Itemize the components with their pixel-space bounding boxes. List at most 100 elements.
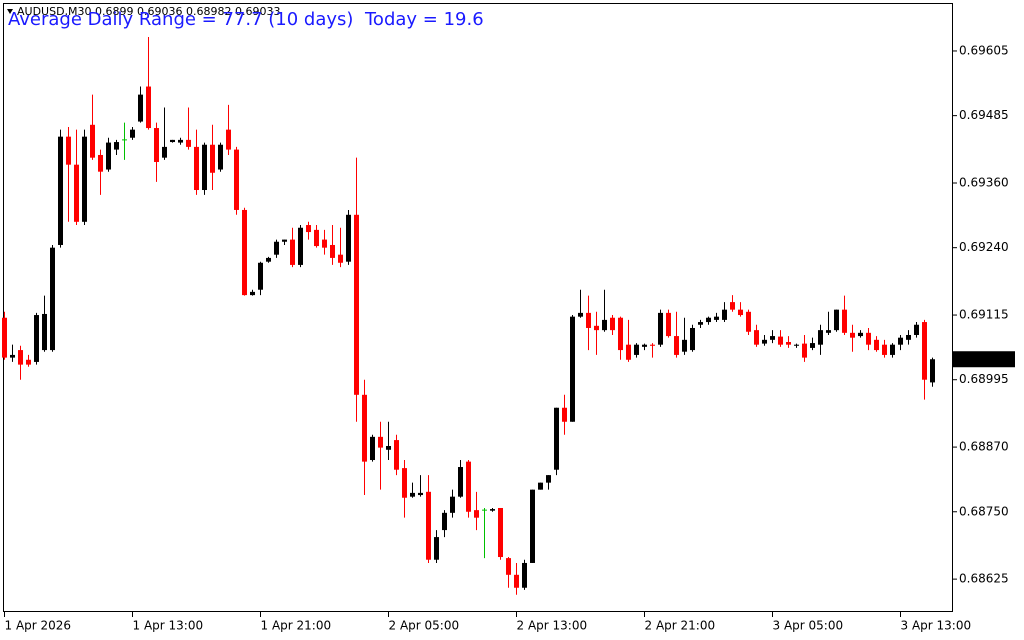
y-tick-label: 0.69360 [959, 176, 1009, 190]
symbol: AUDUSD,M30 [17, 5, 92, 18]
candle-body [138, 94, 143, 122]
candle-body [738, 309, 743, 316]
candle-body [594, 325, 599, 331]
ohlc-open: 0.6899 [95, 5, 134, 18]
candle-body [98, 154, 103, 172]
candle-body [290, 239, 295, 265]
current-price-label: 0.69033 [957, 352, 1007, 366]
candle-body [34, 315, 39, 362]
candle-body [210, 144, 215, 173]
candle-body [426, 491, 431, 560]
candle-body [570, 316, 575, 422]
x-tick-label: 1 Apr 13:00 [133, 619, 204, 633]
candle-body [714, 316, 719, 320]
ohlc-close: 0.69033 [235, 5, 281, 18]
x-tick-label: 3 Apr 05:00 [773, 619, 844, 633]
candle-body [226, 129, 231, 150]
candle-body [82, 136, 87, 222]
candle-body [642, 344, 647, 347]
candle-body [634, 344, 639, 355]
candle-body [90, 124, 95, 158]
candle-body [850, 332, 855, 338]
candle-body [218, 144, 223, 170]
candle-body [146, 86, 151, 129]
annotation: Today = 19.6 [364, 9, 484, 30]
candle-body [298, 227, 303, 265]
candle-body [802, 343, 807, 358]
candle-body [930, 359, 935, 383]
candle-body [858, 332, 863, 337]
y-tick-label: 0.68750 [959, 504, 1009, 518]
candle-body [794, 344, 799, 346]
price-box [953, 351, 1015, 368]
y-tick-label: 0.69605 [959, 43, 1009, 57]
candle-body [386, 446, 391, 450]
candle-body [66, 136, 71, 165]
candle-body [58, 136, 63, 245]
candle-body [370, 436, 375, 461]
x-tick-label: 2 Apr 21:00 [645, 619, 716, 633]
x-tick-label: 2 Apr 05:00 [389, 619, 460, 633]
candle-body [682, 339, 687, 352]
x-tick-label: 2 Apr 13:00 [517, 619, 588, 633]
candle-body [898, 337, 903, 345]
candle-body [882, 344, 887, 355]
candle-body [266, 257, 271, 262]
y-tick-label: 0.68870 [959, 440, 1009, 454]
candle-body [674, 336, 679, 355]
candle-body [330, 244, 335, 258]
candle-body [18, 350, 23, 365]
ohlc-low: 0.68982 [186, 5, 232, 18]
candle-body [458, 467, 463, 497]
candle-body [658, 312, 663, 345]
annotation: Average Daily Range = 77.7 (10 days) [8, 9, 353, 30]
candle-body [106, 142, 111, 170]
candle-body [770, 336, 775, 340]
candle-body [258, 262, 263, 290]
y-tick-label: 0.69485 [959, 108, 1009, 122]
candle-body [162, 146, 167, 158]
candle-body [522, 562, 527, 588]
candle-body [650, 344, 655, 346]
candle-body [394, 440, 399, 470]
candle-body [578, 312, 583, 317]
chart-header: AUDUSD,M30 0.6899 0.69036 0.68982 0.6903… [17, 5, 281, 18]
candle-body [834, 309, 839, 331]
candle-body [154, 128, 159, 162]
candle-body [778, 336, 783, 345]
candle-body [274, 241, 279, 255]
candle-body [546, 475, 551, 483]
candle-body [434, 537, 439, 560]
candle-body [562, 407, 567, 422]
candle-body [730, 302, 735, 310]
candle-body [194, 146, 199, 191]
candle-body [114, 142, 119, 150]
candle-body [586, 312, 591, 328]
x-tick-label: 1 Apr 2026 [5, 619, 72, 633]
candle-body [74, 164, 79, 222]
candle-body [338, 254, 343, 263]
candle-body [186, 139, 191, 147]
x-tick-label: 3 Apr 13:00 [901, 619, 972, 633]
candle-body [250, 291, 255, 296]
candle-body [10, 354, 15, 358]
candle-body [474, 510, 479, 518]
candle-body [466, 461, 471, 512]
candle-body [706, 317, 711, 323]
candle-body [666, 312, 671, 337]
candle-body [914, 324, 919, 335]
candle-body [626, 344, 631, 360]
candle-body [826, 330, 831, 333]
x-tick-label: 1 Apr 21:00 [261, 619, 332, 633]
candle-body [602, 319, 607, 331]
candle-body [530, 489, 535, 563]
candle-body [514, 574, 519, 588]
candle-body [906, 334, 911, 340]
candle-body [890, 344, 895, 355]
candle-body [2, 317, 7, 358]
candle-body [130, 129, 135, 138]
candle-body [818, 330, 823, 345]
